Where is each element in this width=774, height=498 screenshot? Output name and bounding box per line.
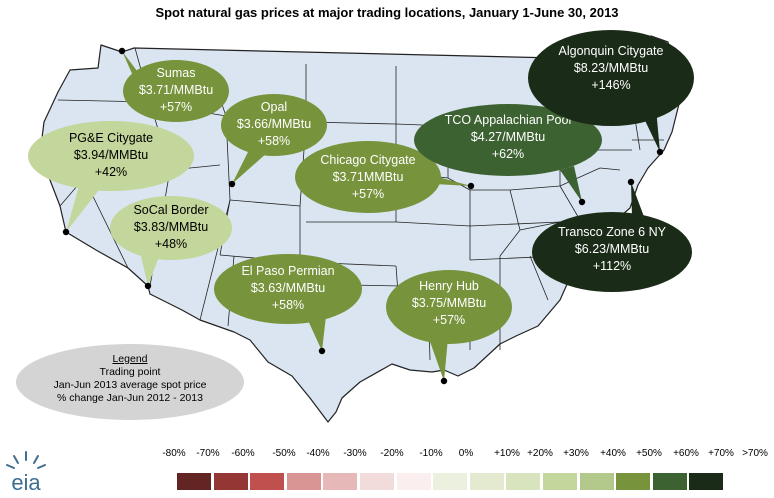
location-price: $3.83/MMBtu	[133, 220, 209, 234]
map-title: Spot natural gas prices at major trading…	[155, 5, 619, 20]
eia-logo: eia	[6, 451, 46, 494]
location-change: +42%	[94, 165, 128, 179]
bubble-tco-appalachian-pool[interactable]: TCO Appalachian Pool $4.27/MMBtu +62%	[414, 104, 602, 176]
scale-swatch	[177, 473, 211, 490]
location-name: TCO Appalachian Pool	[444, 113, 572, 127]
location-change: +146%	[591, 78, 631, 92]
scale-label: +20%	[527, 448, 553, 459]
scale-label: +30%	[563, 448, 589, 459]
scale-swatch	[250, 473, 285, 490]
location-change: +58%	[257, 134, 291, 148]
location-change: +112%	[592, 259, 632, 273]
scale-swatch	[543, 473, 577, 490]
callout-tail	[66, 182, 102, 232]
bubble-opal[interactable]: Opal $3.66/MMBtu +58%	[221, 94, 327, 156]
location-name: Opal	[260, 100, 288, 114]
location-price: $3.66/MMBtu	[236, 117, 312, 131]
callout-tail	[560, 166, 582, 202]
callout-tail	[306, 316, 326, 351]
location-name: Chicago Citygate	[320, 153, 416, 167]
trading-point-dot	[144, 282, 152, 290]
scale-label: +40%	[600, 448, 626, 459]
scale-label: -40%	[306, 448, 330, 459]
bubble-algonquin-citygate[interactable]: Algonquin Citygate $8.23/MMBtu +146%	[528, 30, 694, 126]
logo-text: eia	[11, 470, 41, 494]
location-price: $8.23/MMBtu	[573, 61, 649, 75]
location-price: $3.63/MMBtu	[250, 281, 326, 295]
callout-tail	[140, 252, 160, 286]
scale-label: -80%	[162, 448, 186, 459]
trading-point-dot	[318, 347, 326, 355]
location-change: +62%	[491, 147, 525, 161]
location-price: $3.94/MMBtu	[73, 148, 149, 162]
location-change: +57%	[351, 187, 385, 201]
scale-label: -30%	[343, 448, 367, 459]
scale-swatch	[433, 473, 468, 490]
location-name: Transco Zone 6 NY	[558, 225, 666, 239]
location-change: +48%	[154, 237, 188, 251]
bubble-el-paso-permian[interactable]: El Paso Permian $3.63/MMBtu +58%	[214, 254, 362, 324]
scale-label: -20%	[380, 448, 404, 459]
scale-swatch	[616, 473, 651, 490]
scale-label: -50%	[272, 448, 296, 459]
scale-label: +60%	[673, 448, 699, 459]
scale-swatch	[506, 473, 541, 490]
scale-swatch	[360, 473, 394, 490]
location-price: $4.27/MMBtu	[470, 130, 546, 144]
scale-label: +10%	[494, 448, 520, 459]
scale-swatch	[579, 473, 614, 490]
bubble-transco-zone-6-ny[interactable]: Transco Zone 6 NY $6.23/MMBtu +112%	[532, 212, 692, 292]
scale-swatch	[286, 473, 321, 490]
trading-point-dot	[440, 377, 448, 385]
bubble-sumas[interactable]: Sumas $3.71/MMBtu +57%	[123, 60, 229, 122]
trading-point-dot	[656, 148, 664, 156]
scale-label: -10%	[419, 448, 443, 459]
location-name: Sumas	[156, 66, 196, 80]
legend-line-price: Jan-Jun 2013 average spot price	[53, 379, 207, 391]
trading-point-dot	[228, 180, 236, 188]
location-name: SoCal Border	[133, 203, 209, 217]
logo-rays	[6, 451, 46, 469]
legend-heading: Legend	[112, 353, 148, 365]
location-price: $3.75/MMBtu	[411, 296, 487, 310]
trading-point-dot	[578, 198, 586, 206]
scale-swatch	[469, 473, 504, 490]
trading-point-dot	[118, 47, 126, 55]
scale-label: -60%	[231, 448, 255, 459]
callout-tail	[428, 336, 448, 381]
location-price: $3.71/MMBtu	[138, 83, 214, 97]
location-name: El Paso Permian	[241, 264, 335, 278]
bubble-chicago-citygate[interactable]: Chicago Citygate $3.71MMBtu +57%	[295, 141, 441, 213]
trading-points	[62, 47, 664, 385]
scale-label: -70%	[196, 448, 220, 459]
trading-point-dot	[467, 182, 475, 190]
location-change: +57%	[432, 313, 466, 327]
scale-label: +50%	[636, 448, 662, 459]
scale-label: +70%	[708, 448, 734, 459]
scale-label: 0%	[458, 448, 474, 459]
legend-line-trading-point: Trading point	[99, 366, 161, 378]
bubble-henry-hub[interactable]: Henry Hub $3.75/MMBtu +57%	[386, 270, 512, 344]
scale-swatch	[652, 473, 687, 490]
scale-swatch	[689, 473, 724, 490]
trading-point-dot	[62, 228, 70, 236]
scale-swatch	[323, 473, 358, 490]
callout-tail	[232, 148, 268, 184]
callout-tail	[631, 182, 646, 222]
bubble-pge-citygate[interactable]: PG&E Citygate $3.94/MMBtu +42%	[28, 121, 194, 191]
location-price: $3.71MMBtu	[332, 170, 404, 184]
legend-line-change: % change Jan-Jun 2012 - 2013	[57, 392, 203, 404]
bubble-socal-border[interactable]: SoCal Border $3.83/MMBtu +48%	[110, 196, 232, 260]
scale-swatch	[396, 473, 431, 490]
scale-label: >70%	[742, 448, 768, 459]
location-name: Algonquin Citygate	[558, 44, 664, 58]
scale-swatch	[213, 473, 248, 490]
legend-box: Legend Trading point Jan-Jun 2013 averag…	[16, 344, 244, 420]
location-change: +57%	[159, 100, 193, 114]
trading-point-dot	[627, 178, 635, 186]
location-name: PG&E Citygate	[68, 131, 154, 145]
location-change: +58%	[271, 298, 305, 312]
location-price: $6.23/MMBtu	[574, 242, 650, 256]
location-name: Henry Hub	[419, 279, 479, 293]
